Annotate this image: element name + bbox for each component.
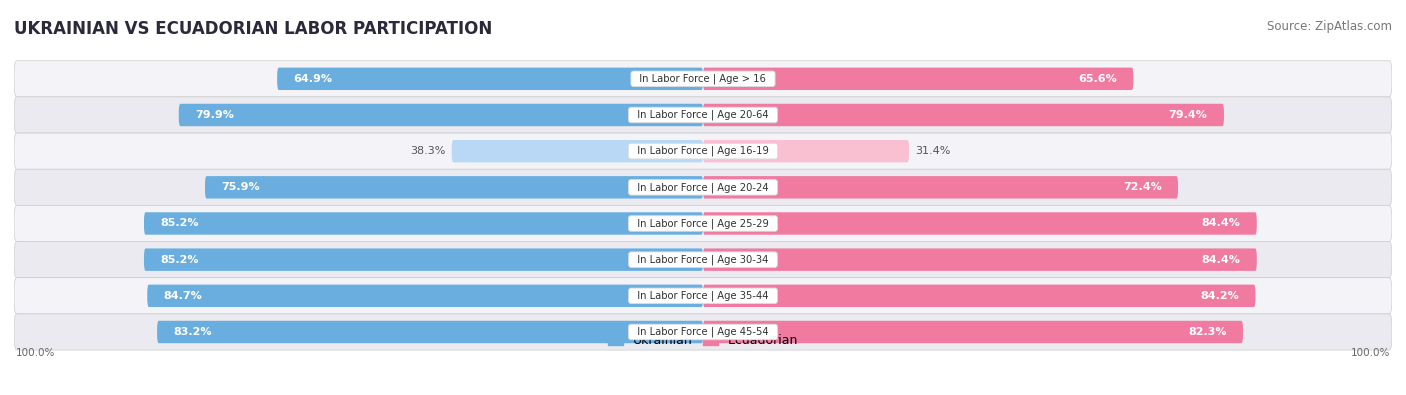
Text: Source: ZipAtlas.com: Source: ZipAtlas.com [1267,20,1392,33]
Text: 83.2%: 83.2% [173,327,212,337]
FancyBboxPatch shape [703,212,1257,235]
Text: In Labor Force | Age 25-29: In Labor Force | Age 25-29 [631,218,775,229]
Text: 31.4%: 31.4% [915,146,950,156]
FancyBboxPatch shape [143,248,703,271]
Legend: Ukrainian, Ecuadorian: Ukrainian, Ecuadorian [603,329,803,352]
Text: 65.6%: 65.6% [1078,74,1116,84]
FancyBboxPatch shape [14,278,1392,314]
FancyBboxPatch shape [14,97,1392,133]
Text: 38.3%: 38.3% [409,146,446,156]
Text: 100.0%: 100.0% [1351,348,1391,358]
Text: 84.4%: 84.4% [1202,255,1240,265]
Text: 84.2%: 84.2% [1201,291,1239,301]
FancyBboxPatch shape [14,205,1392,242]
Text: 84.7%: 84.7% [163,291,202,301]
Text: In Labor Force | Age 30-34: In Labor Force | Age 30-34 [631,254,775,265]
Text: 79.9%: 79.9% [195,110,233,120]
Text: In Labor Force | Age 45-54: In Labor Force | Age 45-54 [631,327,775,337]
Text: In Labor Force | Age 20-64: In Labor Force | Age 20-64 [631,110,775,120]
FancyBboxPatch shape [703,176,1178,199]
Text: 85.2%: 85.2% [160,255,198,265]
Text: 100.0%: 100.0% [15,348,55,358]
FancyBboxPatch shape [703,321,1243,343]
Text: In Labor Force | Age 35-44: In Labor Force | Age 35-44 [631,291,775,301]
Text: 82.3%: 82.3% [1188,327,1226,337]
FancyBboxPatch shape [703,285,1256,307]
Text: 75.9%: 75.9% [221,182,260,192]
FancyBboxPatch shape [148,285,703,307]
Text: 64.9%: 64.9% [294,74,333,84]
FancyBboxPatch shape [703,104,1225,126]
FancyBboxPatch shape [179,104,703,126]
FancyBboxPatch shape [14,169,1392,205]
Text: 84.4%: 84.4% [1202,218,1240,228]
FancyBboxPatch shape [14,133,1392,169]
Text: In Labor Force | Age 16-19: In Labor Force | Age 16-19 [631,146,775,156]
FancyBboxPatch shape [277,68,703,90]
FancyBboxPatch shape [451,140,703,162]
FancyBboxPatch shape [205,176,703,199]
FancyBboxPatch shape [703,248,1257,271]
FancyBboxPatch shape [14,314,1392,350]
Text: In Labor Force | Age > 16: In Labor Force | Age > 16 [634,73,772,84]
FancyBboxPatch shape [14,242,1392,278]
FancyBboxPatch shape [14,61,1392,97]
Text: 72.4%: 72.4% [1123,182,1161,192]
Text: UKRAINIAN VS ECUADORIAN LABOR PARTICIPATION: UKRAINIAN VS ECUADORIAN LABOR PARTICIPAT… [14,20,492,38]
Text: 79.4%: 79.4% [1168,110,1208,120]
FancyBboxPatch shape [157,321,703,343]
FancyBboxPatch shape [703,68,1133,90]
Text: 85.2%: 85.2% [160,218,198,228]
FancyBboxPatch shape [143,212,703,235]
Text: In Labor Force | Age 20-24: In Labor Force | Age 20-24 [631,182,775,193]
FancyBboxPatch shape [703,140,910,162]
